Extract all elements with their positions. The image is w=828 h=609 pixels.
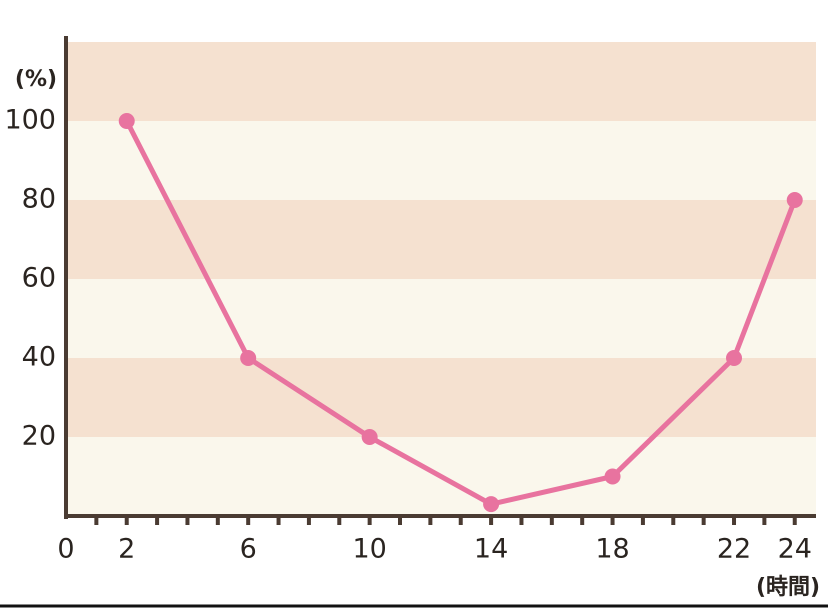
data-point [240,350,257,366]
background-band [66,200,816,279]
x-tick-label: 6 [240,534,257,565]
data-point [726,350,743,366]
data-point [604,468,621,485]
background-band [66,121,816,200]
x-tick-label: 22 [717,534,751,565]
y-tick-label: 60 [22,263,56,294]
x-tick-label: 24 [778,534,812,565]
x-tick-label: 14 [474,534,508,565]
y-tick-label: 40 [22,342,56,373]
background-band [66,279,816,358]
background-band [66,358,816,437]
x-tick-label: 0 [57,534,74,565]
y-tick-label: 80 [22,184,56,215]
x-axis-label: (時間) [756,575,820,600]
x-tick-label: 18 [595,534,629,565]
x-tick-label: 10 [352,534,386,565]
data-point [118,113,135,129]
y-axis-label: (%) [15,67,57,92]
data-point [786,192,803,208]
background-band [66,42,816,121]
y-tick-label: 20 [22,421,56,452]
data-point [361,429,378,445]
y-tick-label: 100 [4,105,56,136]
data-point [483,496,500,513]
x-tick-label: 2 [118,534,135,565]
